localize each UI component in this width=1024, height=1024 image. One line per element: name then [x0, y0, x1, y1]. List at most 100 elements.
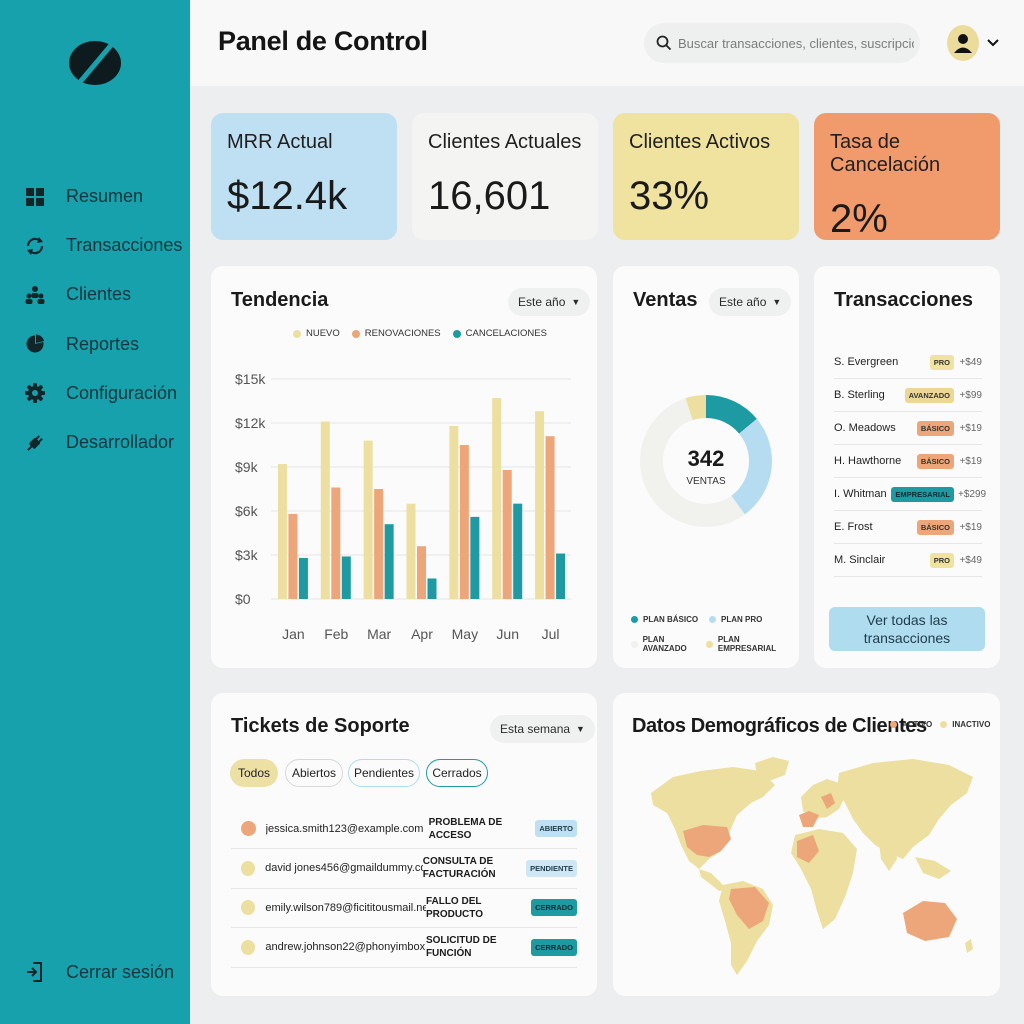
legend-swatch: [631, 616, 638, 623]
map-region-greenland: [755, 757, 789, 781]
sidebar-item-clientes[interactable]: Clientes: [0, 270, 190, 319]
bar-nuevo-feb[interactable]: [320, 421, 330, 599]
avatar[interactable]: [947, 25, 979, 61]
bar-nuevo-jan[interactable]: [277, 464, 287, 599]
chevron-down-icon[interactable]: [986, 36, 1000, 50]
donut-center-value: 342: [687, 446, 725, 471]
bar-nuevo-mar[interactable]: [363, 440, 373, 599]
legend-label: RENOVACIONES: [364, 328, 441, 339]
transaction-row[interactable]: H. Hawthorne BÁSICO +$19: [834, 445, 982, 478]
ticket-row[interactable]: andrew.johnson22@phonyimbox.orgSOLICITUD…: [231, 928, 578, 968]
legend-label: INACTIVO: [952, 720, 991, 729]
sidebar-item-configuracion[interactable]: Configuración: [0, 369, 190, 418]
donut-slice-plan-avanzado[interactable]: [640, 398, 745, 527]
sidebar-item-label: Transacciones: [66, 235, 183, 256]
filter-abiertos[interactable]: Abiertos: [285, 759, 343, 787]
refresh-icon: [24, 235, 46, 257]
ticket-status-dot: [241, 821, 256, 836]
bar-cancelaciones-may[interactable]: [470, 516, 480, 599]
legend-item: PLAN AVANZADO: [631, 635, 706, 653]
transaction-amount: +$19: [959, 455, 982, 467]
sidebar-item-desarrollador[interactable]: Desarrollador: [0, 418, 190, 467]
legend-label: NUEVO: [306, 328, 340, 339]
bar-nuevo-may[interactable]: [449, 425, 459, 599]
legend-label: PLAN AVANZADO: [642, 635, 687, 653]
filter-pendientes[interactable]: Pendientes: [348, 759, 420, 787]
plan-badge: AVANZADO: [904, 387, 954, 403]
transaction-row[interactable]: M. Sinclair PRO +$49: [834, 544, 982, 577]
bar-renovaciones-jan[interactable]: [288, 513, 298, 599]
transaction-amount: +$49: [959, 356, 982, 368]
bar-cancelaciones-apr[interactable]: [427, 578, 437, 599]
sidebar-item-transacciones[interactable]: Transacciones: [0, 221, 190, 270]
view-all-transactions-button[interactable]: Ver todas las transacciones: [829, 607, 985, 651]
sidebar-item-resumen[interactable]: Resumen: [0, 172, 190, 221]
transaction-row[interactable]: S. Evergreen PRO +$49: [834, 346, 982, 379]
search-input[interactable]: [678, 35, 914, 51]
map-region-brazil: [729, 887, 769, 929]
bar-renovaciones-mar[interactable]: [374, 489, 384, 599]
legend-item: PLAN PRO: [709, 615, 762, 624]
bar-cancelaciones-mar[interactable]: [384, 524, 394, 599]
bar-nuevo-jun[interactable]: [492, 398, 502, 599]
legend-item: CANCELACIONES: [452, 328, 547, 339]
y-tick-label: $3k: [235, 547, 259, 563]
bar-cancelaciones-feb[interactable]: [341, 556, 351, 599]
bar-renovaciones-may[interactable]: [459, 445, 469, 599]
sidebar-item-reportes[interactable]: Reportes: [0, 320, 190, 369]
bar-renovaciones-jul[interactable]: [545, 436, 555, 599]
filter-cerrados[interactable]: Cerrados: [426, 759, 488, 787]
chevron-down-icon: ▼: [571, 297, 581, 307]
sidebar-item-label: Resumen: [66, 186, 144, 207]
ticket-row[interactable]: emily.wilson789@ficititousmail.net FALLO …: [231, 888, 578, 928]
bar-renovaciones-feb[interactable]: [331, 487, 341, 599]
kpi-value: 2%: [830, 197, 888, 241]
bar-cancelaciones-jun[interactable]: [513, 503, 523, 599]
demographics-legend: ACTIVO INACTIVO: [890, 720, 1002, 729]
transaction-amount: +$99: [959, 389, 982, 401]
trend-period-dropdown[interactable]: Este año ▼: [508, 288, 591, 316]
logout-button[interactable]: Cerrar sesión: [0, 950, 190, 994]
map-region-central-america: [699, 869, 727, 891]
legend-item: PLAN EMPRESARIAL: [706, 635, 797, 653]
legend-swatch: [452, 329, 461, 338]
bar-renovaciones-apr[interactable]: [417, 546, 426, 599]
y-tick-label: $0: [235, 591, 251, 607]
bar-cancelaciones-jan[interactable]: [298, 557, 308, 599]
bar-renovaciones-jun[interactable]: [502, 469, 512, 599]
transactions-card: Transacciones S. Evergreen PRO +$49 B. Ster…: [814, 266, 1000, 668]
legend-label: PLAN PRO: [721, 615, 763, 624]
donut-slice-plan-empresarial[interactable]: [685, 395, 706, 421]
transaction-row[interactable]: E. Frost BÁSICO +$19: [834, 511, 982, 544]
ticket-row[interactable]: jessica.smith123@example.com PROBLEMA DE …: [231, 809, 577, 849]
chevron-down-icon: ▼: [576, 724, 585, 734]
plan-badge: BÁSICO: [916, 453, 954, 469]
filter-todos[interactable]: Todos: [230, 759, 278, 787]
dropdown-value: Esta semana: [500, 722, 571, 736]
plan-badge: BÁSICO: [916, 420, 954, 436]
transaction-name: B. Sterling: [834, 389, 885, 401]
y-tick-label: $6k: [235, 503, 259, 519]
donut-slice-plan-básico[interactable]: [706, 395, 757, 434]
transaction-row[interactable]: I. Whitman EMPRESARIAL +$299: [834, 478, 986, 511]
donut-center: 342 VENTAS: [613, 446, 799, 487]
kpi-card-clientes-actuales: Clientes Actuales 16,601: [412, 113, 598, 240]
map-region-north-america: [651, 767, 775, 869]
map-region-asia: [837, 759, 973, 859]
transaction-row[interactable]: O. Meadows BÁSICO +$19: [834, 412, 982, 445]
tickets-period-dropdown[interactable]: Esta semana ▼: [490, 715, 595, 743]
bar-nuevo-apr[interactable]: [406, 503, 416, 599]
search-bar[interactable]: [644, 23, 920, 63]
legend-swatch: [890, 721, 897, 728]
legend-swatch: [631, 640, 638, 648]
donut-slice-plan-pro[interactable]: [731, 418, 772, 515]
transaction-row[interactable]: B. Sterling AVANZADO +$99: [834, 379, 982, 412]
ticket-row[interactable]: david jones456@gmaildummy.com CONSULTA DE…: [231, 849, 577, 889]
legend-swatch: [293, 329, 301, 338]
bar-nuevo-jul[interactable]: [535, 411, 545, 599]
legend-label: PLAN EMPRESARIAL: [717, 635, 777, 653]
sidebar-nav: Resumen Transacciones Clientes Reportes …: [0, 172, 190, 467]
demographics-title: Datos Demográficos de Clientes: [632, 715, 927, 737]
sales-period-dropdown[interactable]: Este año ▼: [709, 288, 792, 316]
bar-cancelaciones-jul[interactable]: [556, 553, 566, 599]
